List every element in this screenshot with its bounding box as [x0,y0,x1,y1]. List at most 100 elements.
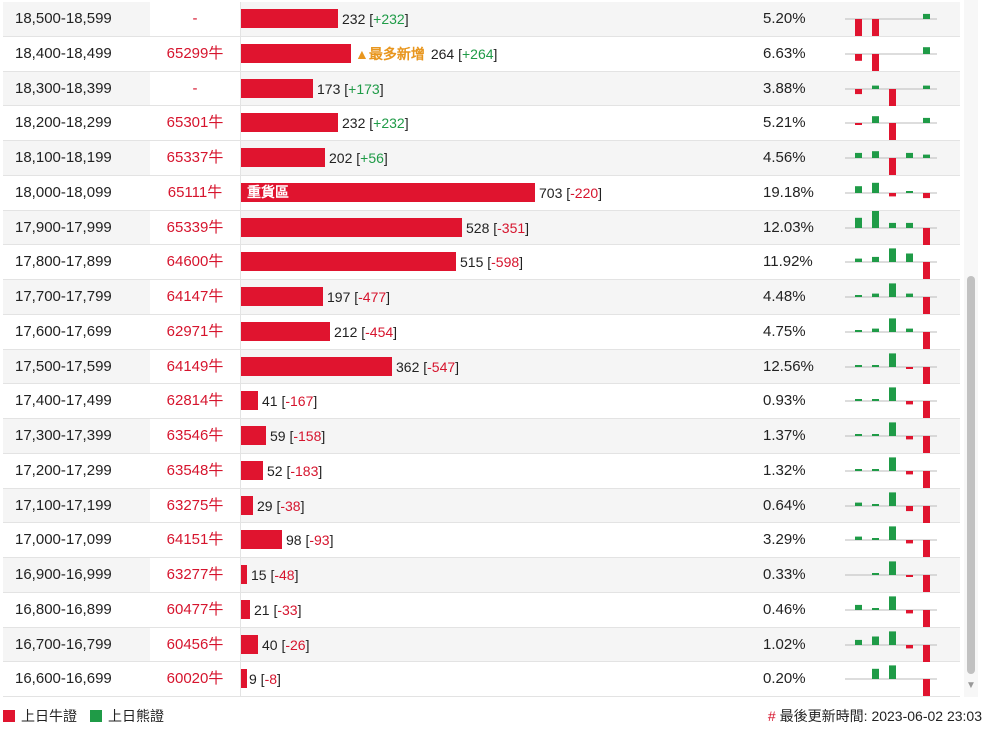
strike-range: 17,600-17,699 [15,322,112,340]
strike-range: 18,100-18,199 [15,149,112,166]
warrant-code-link[interactable]: 60456牛 [150,627,240,662]
mini-history-bar [872,328,879,332]
table-row: 17,900-17,999 65339牛 528 [-351] 12.03% [3,210,960,246]
percentage: 0.33% [763,566,806,583]
count-number: 515 [460,254,484,271]
warrant-code-link[interactable]: 60020牛 [150,662,240,696]
warrant-code-link[interactable]: 64600牛 [150,245,240,279]
count-bar-cell: 98 [-93] [240,523,333,557]
mini-history-bar [923,331,930,349]
strike-range: 17,200-17,299 [15,461,112,479]
warrant-code-link[interactable]: 65339牛 [150,210,240,245]
count-value: 197 [-477] [327,289,391,305]
scrollbar[interactable]: ▼ [964,0,978,697]
warrant-code-link[interactable]: 65299牛 [150,36,240,71]
table-row: 17,300-17,399 63546牛 59 [-158] 1.37% [3,419,960,454]
warrant-code-link[interactable]: 63548牛 [150,453,240,488]
warrant-code-link[interactable]: 63275牛 [150,488,240,523]
warrant-code-link[interactable]: 64149牛 [150,349,240,384]
table-row: 17,000-17,099 64151牛 98 [-93] 3.29% [3,523,960,558]
percentage: 19.18% [763,183,814,201]
count-number: 29 [257,497,273,514]
count-number: 9 [249,671,257,688]
mini-history-bar [923,46,930,54]
count-number: 264 [430,45,455,62]
warrant-code-link[interactable]: - [150,2,240,36]
table-row: 18,000-18,099 65111牛 重貨區 703 [-220] 19.18% [3,175,960,211]
scrollbar-thumb[interactable] [967,276,975,674]
warrant-code-link[interactable]: 62814牛 [150,384,240,418]
mini-history-bar [889,222,896,228]
mini-history-chart [845,526,937,558]
mini-history-bar [889,457,896,471]
percentage: 4.48% [763,288,806,305]
table-row: 17,600-17,699 62971牛 212 [-454] 4.75% [3,314,960,350]
mini-history-bar [923,470,930,488]
mini-history-chart [845,387,937,419]
count-bar [241,669,247,689]
warrant-code-link[interactable]: 64147牛 [150,280,240,314]
warrant-code-link[interactable]: 63546牛 [150,419,240,453]
count-bar-cell: 重貨區 703 [-220] [240,175,602,210]
warrant-code-link[interactable]: 60477牛 [150,592,240,627]
mini-history-bar [872,257,879,263]
strike-range: 17,100-17,199 [15,496,112,514]
count-change: +173 [348,80,380,97]
percentage: 0.20% [763,670,806,688]
mini-history-bar [923,401,930,419]
mini-history-bar [906,328,913,332]
mini-history-bar [889,192,896,197]
mini-history-chart [845,665,937,697]
count-bar-cell: 9 [-8] [240,662,281,696]
most-added-tag: ▲最多新增 [355,45,425,62]
strike-range: 17,400-17,499 [15,392,112,410]
count-change: +264 [462,45,494,62]
mini-history-bar [872,364,879,367]
strike-range: 18,500-18,599 [15,10,112,27]
mini-history-bar [872,293,879,297]
mini-history-bar [906,253,913,263]
count-bar-cell: 29 [-38] [240,488,304,523]
mini-history-bar [872,85,879,89]
warrant-code-link[interactable]: 63277牛 [150,558,240,592]
percentage: 12.56% [763,357,814,375]
count-number: 15 [251,567,267,583]
count-number: 40 [262,636,278,653]
mini-history-bar [872,19,879,36]
scroll-down-arrow-icon[interactable]: ▼ [966,680,976,691]
warrant-code-link[interactable]: - [150,71,240,106]
table-row: 18,400-18,499 65299牛 ▲最多新增 264 [+264] 6.63% [3,36,960,72]
mini-history-bar [923,85,930,89]
count-value: 362 [-547] [396,358,460,375]
count-change: -220 [570,184,599,201]
mini-history-bar [855,329,862,332]
percentage: 0.46% [763,600,806,618]
last-updated: # 最後更新時間: 2023-06-02 23:03 [768,706,982,726]
mini-history-bar [923,575,930,592]
warrant-code-link[interactable]: 64151牛 [150,523,240,557]
warrant-code-link[interactable]: 65111牛 [150,175,240,210]
mini-history-bar [855,19,862,36]
mini-history-bar [889,248,896,263]
count-change: -38 [280,497,301,514]
mini-history-bar [906,436,913,440]
mini-history-bar [906,222,913,228]
table-row: 16,700-16,799 60456牛 40 [-26] 1.02% [3,627,960,663]
mini-history-bar [855,217,862,228]
mini-history-bar [906,505,913,511]
mini-history-bar [872,182,879,193]
table-row: 17,200-17,299 63548牛 52 [-183] 1.32% [3,453,960,489]
mini-history-bar [855,399,862,402]
count-bar-cell: 515 [-598] [240,245,523,279]
warrant-code-link[interactable]: 65301牛 [150,106,240,140]
warrant-code-link[interactable]: 65337牛 [150,141,240,175]
mini-history-bar [855,88,862,94]
count-change: -477 [358,289,387,305]
mini-history-bar [923,118,930,124]
count-number: 173 [317,80,341,97]
strike-range: 17,500-17,599 [15,357,112,375]
mini-history-bar [923,505,930,523]
mini-history-bar [923,192,930,198]
count-value: 9 [-8] [249,671,281,688]
warrant-code-link[interactable]: 62971牛 [150,314,240,349]
